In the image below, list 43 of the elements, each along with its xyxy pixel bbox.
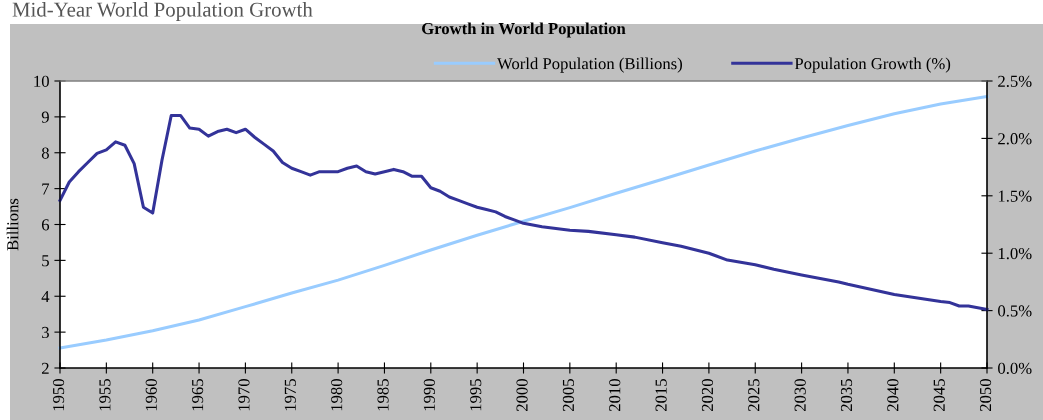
x-tick-label: 1980 xyxy=(331,379,343,411)
x-tick-label: 1990 xyxy=(423,379,435,411)
y-tick-label: 2 xyxy=(41,362,49,374)
x-tick-label: 2050 xyxy=(979,379,992,412)
x-tick-label: 2030 xyxy=(794,379,806,412)
y-tick-label: 10 xyxy=(34,75,49,87)
y2-tick-label: 1.5% xyxy=(998,190,1032,202)
x-tick-label: 1965 xyxy=(192,379,204,411)
text: Mid-Year World Population Growth xyxy=(12,2,313,21)
x-tick-label: 1975 xyxy=(284,379,296,411)
x-tick-label: 2005 xyxy=(562,379,575,412)
y-axis-title: Billions xyxy=(6,198,19,251)
y2-tick-label: 2.5% xyxy=(998,75,1032,88)
chart-title: Growth in World Population xyxy=(422,22,626,38)
x-tick-label: 2020 xyxy=(701,379,714,412)
y2-tick-label: 0.0% xyxy=(998,362,1032,375)
y2-tick-label: 2.0% xyxy=(998,133,1032,145)
y-tick-label: 6 xyxy=(41,219,50,231)
x-tick-label: 2010 xyxy=(609,379,621,412)
x-tick-label: 1950 xyxy=(52,379,65,411)
y-tick-label: 5 xyxy=(42,255,49,267)
y-tick-label: 3 xyxy=(42,326,49,339)
y-tick-label: 9 xyxy=(41,111,49,123)
y2-tick-label: 1.0% xyxy=(998,247,1032,260)
y-tick-label: 8 xyxy=(41,147,49,159)
y-tick-label: 7 xyxy=(42,183,50,195)
line-series xyxy=(58,113,989,311)
x-tick-label: 1970 xyxy=(238,379,250,411)
line-series xyxy=(58,94,989,350)
y-tick-label: 4 xyxy=(41,291,50,303)
x-tick-label: 1960 xyxy=(145,379,157,411)
x-tick-label: 2025 xyxy=(748,379,760,412)
legend-label: Population Growth (%) xyxy=(794,57,951,73)
y2-tick-label: 0.5% xyxy=(998,305,1032,317)
x-tick-label: 1955 xyxy=(99,379,111,411)
legend-label: World Population (Billions) xyxy=(497,57,682,73)
x-tick-label: 2015 xyxy=(655,379,667,412)
x-tick-label: 1985 xyxy=(377,379,389,411)
x-tick-label: 2040 xyxy=(887,379,899,412)
x-tick-label: 1995 xyxy=(470,379,482,411)
x-tick-label: 2035 xyxy=(840,379,853,412)
x-tick-label: 2045 xyxy=(933,379,945,412)
x-tick-label: 2000 xyxy=(516,379,528,412)
